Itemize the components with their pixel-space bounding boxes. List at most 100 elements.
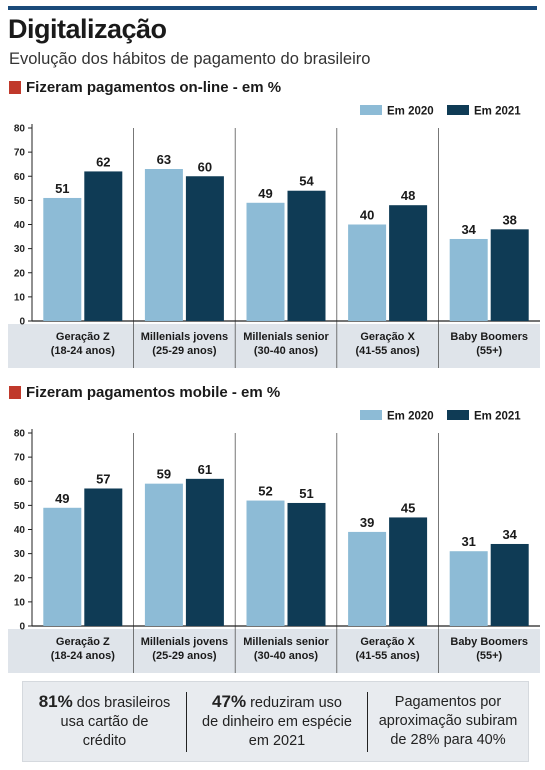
chart-title-mobile: Fizeram pagamentos mobile - em % <box>26 384 281 401</box>
category-label: (18-24 anos) <box>51 345 116 357</box>
data-label: 40 <box>360 208 374 223</box>
bar-2020 <box>246 500 285 626</box>
data-label: 61 <box>198 462 212 477</box>
data-label: 45 <box>401 500 415 515</box>
y-tick-label: 40 <box>14 525 26 536</box>
bar-2021 <box>84 171 123 321</box>
bar-2021 <box>84 488 123 626</box>
y-tick-label: 20 <box>14 573 26 584</box>
chart-online: 0 10 20 30 40 50 60 70 80 51 62 Geração Z (18-24 ano… <box>0 100 545 370</box>
y-tick-label: 0 <box>19 317 25 328</box>
y-tick-label: 50 <box>14 196 26 207</box>
category-label: (25-29 anos) <box>152 650 217 662</box>
y-tick-label: 40 <box>14 220 26 231</box>
category-label: Geração Z <box>56 331 110 343</box>
y-tick-label: 60 <box>14 477 26 488</box>
fact-3-line-3: de 28% para 40% <box>390 732 506 748</box>
data-label: 57 <box>96 471 110 486</box>
bar-chart-svg: 0 10 20 30 40 50 60 70 80 51 62 Geração Z (18-24 ano… <box>8 105 540 368</box>
data-label: 51 <box>299 486 313 501</box>
y-tick-label: 60 <box>14 172 26 183</box>
category-label: Geração Z <box>56 636 110 648</box>
category-label: Millenials jovens <box>141 636 228 648</box>
fact-1-line-2: usa cartão de <box>60 714 149 730</box>
legend-swatch-2021 <box>447 105 469 115</box>
bar-2020 <box>144 483 183 626</box>
bar-2020 <box>348 531 387 626</box>
data-label: 62 <box>96 154 110 169</box>
fact-3-line-1: Pagamentos por <box>394 694 502 710</box>
y-tick-label: 50 <box>14 501 26 512</box>
data-label: 59 <box>157 467 171 482</box>
category-label: Geração X <box>360 331 415 343</box>
bar-2021 <box>389 205 428 321</box>
fact-1-highlight: 81% <box>38 692 73 711</box>
category-band <box>8 629 540 673</box>
fact-card-3: Pagamentos por aproximação subiram de 28% … <box>368 682 528 761</box>
category-label: Millenials senior <box>243 331 329 343</box>
bar-2021 <box>287 190 326 321</box>
y-tick-label: 20 <box>14 268 26 279</box>
fact-1-line-1: dos brasileiros <box>72 695 171 711</box>
bar-2021 <box>185 478 224 626</box>
page-subtitle: Evolução dos hábitos de pagamento do bra… <box>9 50 371 68</box>
data-label: 34 <box>502 527 517 542</box>
data-label: 39 <box>360 515 374 530</box>
fact-2-line-2: de dinheiro em espécie <box>202 714 352 730</box>
legend-swatch-2021 <box>447 410 469 420</box>
fact-1-line-3: crédito <box>82 733 127 749</box>
top-rule <box>8 6 537 10</box>
fact-2-highlight: 47% <box>212 692 247 711</box>
legend-swatch-2020 <box>360 410 382 420</box>
bar-2020 <box>449 238 488 321</box>
fact-3-line-2: aproximação subiram <box>378 713 518 729</box>
y-tick-label: 70 <box>14 453 26 464</box>
category-label: (55+) <box>476 650 502 662</box>
data-label: 51 <box>55 181 69 196</box>
category-label: (25-29 anos) <box>152 345 217 357</box>
category-label: (18-24 anos) <box>51 650 116 662</box>
y-tick-label: 70 <box>14 148 26 159</box>
category-label: Baby Boomers <box>450 331 528 343</box>
data-label: 48 <box>401 188 415 203</box>
section-marker-icon <box>9 386 21 399</box>
bar-2020 <box>144 169 183 321</box>
data-label: 63 <box>157 152 171 167</box>
category-label: Millenials senior <box>243 636 329 648</box>
data-label: 31 <box>461 534 475 549</box>
data-label: 49 <box>55 491 69 506</box>
legend-label: Em 2020 <box>387 411 434 423</box>
data-label: 60 <box>198 159 212 174</box>
fact-card-1: 81% dos brasileiros usa cartão de crédito <box>23 682 186 761</box>
y-tick-label: 30 <box>14 549 26 560</box>
y-tick-label: 30 <box>14 244 26 255</box>
category-label: (55+) <box>476 345 502 357</box>
bar-2021 <box>287 502 326 626</box>
category-label: Geração X <box>360 636 415 648</box>
footer-facts: 81% dos brasileiros usa cartão de crédito … <box>22 681 529 762</box>
y-tick-label: 10 <box>14 597 26 608</box>
fact-2-line-3: em 2021 <box>248 733 306 749</box>
bar-2021 <box>185 176 224 321</box>
data-label: 38 <box>502 212 516 227</box>
bar-2021 <box>490 543 529 626</box>
fact-divider <box>367 692 368 752</box>
fact-2-line-1: reduziram uso <box>246 695 342 711</box>
bar-2020 <box>246 202 285 321</box>
data-label: 34 <box>461 222 476 237</box>
category-band <box>8 324 540 368</box>
bar-2021 <box>490 229 529 321</box>
y-tick-label: 10 <box>14 292 26 303</box>
category-label: (41-55 anos) <box>355 345 420 357</box>
bar-2020 <box>449 551 488 626</box>
bar-2020 <box>43 507 82 626</box>
data-label: 52 <box>258 484 272 499</box>
legend-label: Em 2021 <box>474 411 521 423</box>
legend-label: Em 2021 <box>474 106 521 118</box>
data-label: 49 <box>258 186 272 201</box>
fact-card-2: 47% reduziram uso de dinheiro em espécie e… <box>187 682 367 761</box>
y-tick-label: 80 <box>14 429 26 440</box>
y-tick-label: 0 <box>19 622 25 633</box>
category-label: Baby Boomers <box>450 636 528 648</box>
fact-divider <box>186 692 187 752</box>
